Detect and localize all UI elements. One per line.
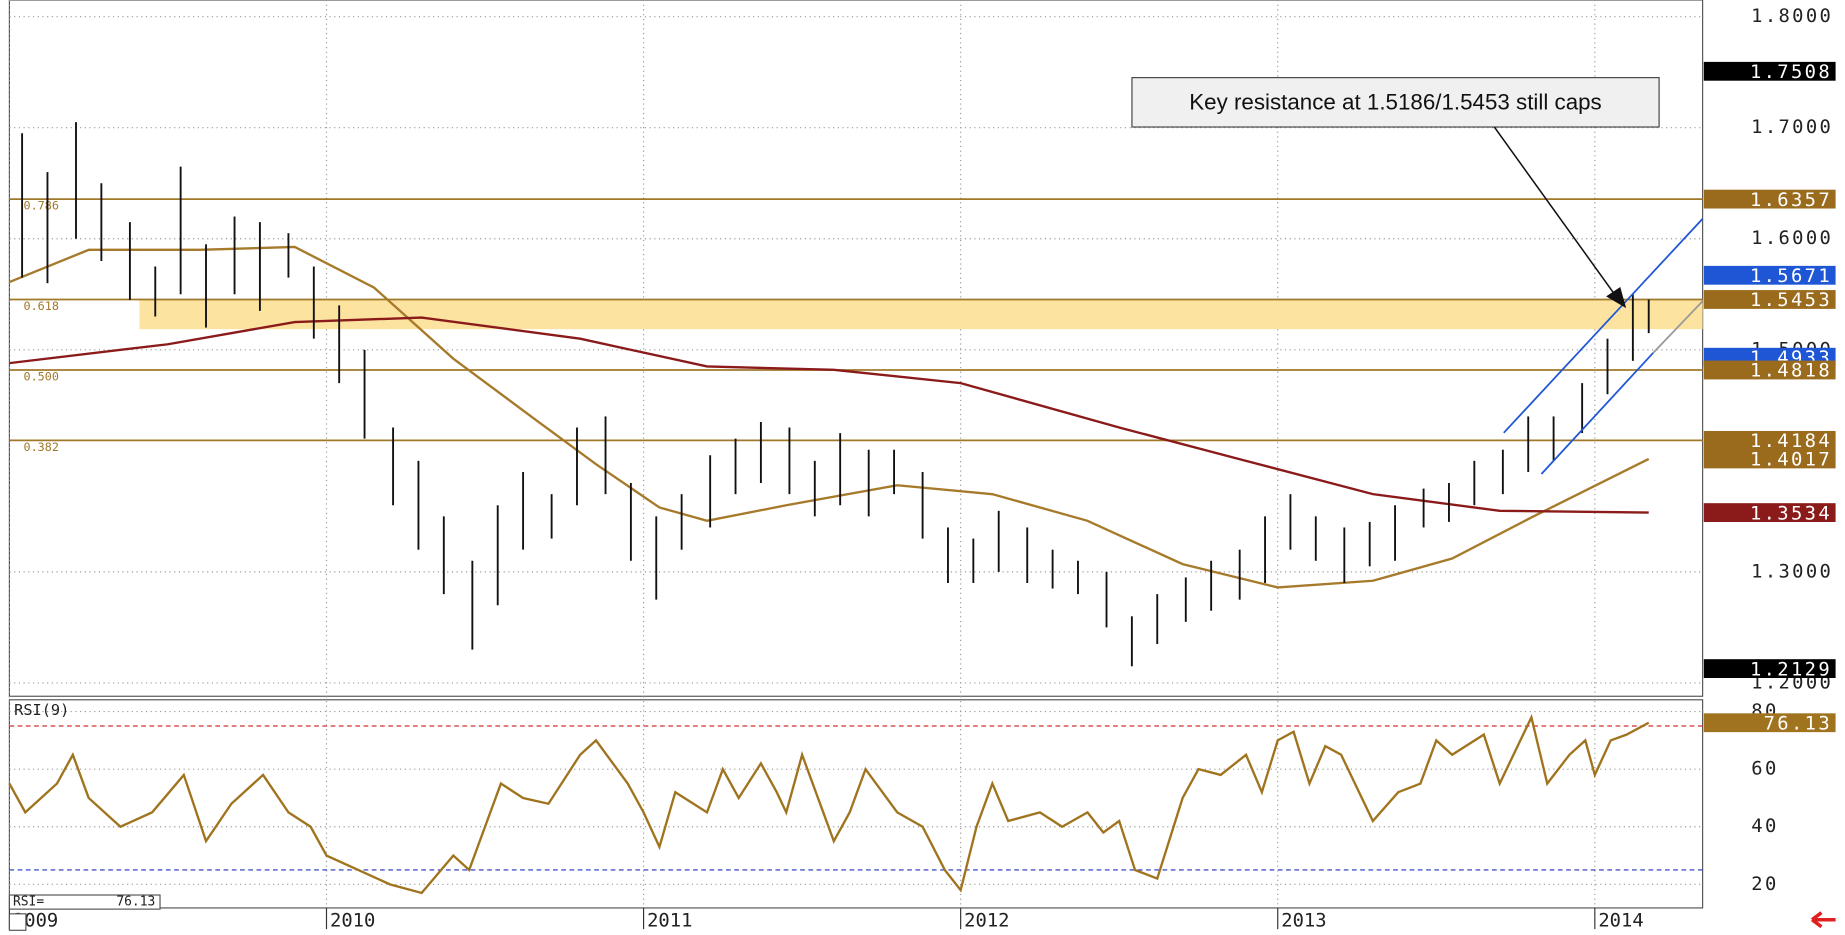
- x-tick-label: 2014: [1598, 910, 1643, 931]
- y-tick-label: 1.6000: [1751, 228, 1833, 249]
- corner-box: [8, 913, 27, 931]
- fib-label: 0.786: [24, 199, 59, 213]
- y-tick-label: 1.8000: [1751, 6, 1833, 27]
- rsi-tag-label: 76.13: [1764, 713, 1832, 734]
- rsi-line: [8, 713, 1650, 895]
- scroll-arrow[interactable]: [1810, 911, 1836, 929]
- price-tag: [1703, 360, 1836, 380]
- price-tag-label: 1.4017: [1750, 450, 1832, 471]
- price-tag-label: 1.4818: [1750, 361, 1832, 382]
- x-tick-label: 2012: [964, 910, 1009, 931]
- y-tick-label: 20: [1751, 874, 1778, 895]
- price-tag: [1703, 449, 1836, 469]
- price-tag-label: 1.4184: [1750, 431, 1832, 452]
- x-tick-label: 2013: [1281, 910, 1326, 931]
- annotation-box: [1131, 77, 1660, 128]
- rsi-title: RSI(9): [14, 701, 69, 719]
- rsi-frame: [8, 699, 1704, 909]
- channel-lower: [1540, 352, 1654, 475]
- y-tick-label: 60: [1751, 759, 1778, 780]
- channel-upper: [1503, 218, 1704, 434]
- price-tag: [1703, 659, 1836, 679]
- price-tag: [1703, 290, 1836, 309]
- rsi-tag: [1703, 713, 1836, 733]
- rsi-readout-box: [8, 894, 161, 910]
- annotation: Key resistance at 1.5186/1.5453 still ca…: [1189, 89, 1601, 114]
- rsi-readout-label: RSI=: [13, 895, 44, 910]
- resistance-zone: [139, 299, 1703, 330]
- arrow-head: [1606, 286, 1627, 309]
- price-tag: [1703, 189, 1836, 209]
- y-tick-label: 1.3000: [1751, 561, 1833, 582]
- price-tag: [1703, 430, 1836, 450]
- fib-label: 0.382: [24, 440, 59, 454]
- price-tag: [1703, 503, 1836, 522]
- rsi-readout-value: 76.13: [116, 895, 155, 910]
- x-tick-label: 2010: [330, 910, 375, 931]
- price-tag-label: 1.7508: [1750, 62, 1832, 83]
- price-tag-label: 1.2129: [1750, 659, 1832, 680]
- price-tag-label: 1.3534: [1750, 503, 1832, 524]
- price-tag-label: 1.5671: [1750, 266, 1832, 287]
- price-tag-label: 1.5453: [1750, 290, 1832, 311]
- fib-label: 0.500: [24, 370, 59, 384]
- price-tag: [1703, 265, 1836, 285]
- annotation-arrow: [1493, 126, 1615, 295]
- moving-average: [9, 316, 1649, 514]
- channel-extension: [1652, 300, 1704, 354]
- price-tag: [1703, 61, 1836, 81]
- moving-average: [8, 245, 1650, 589]
- y-tick-label: 1.7000: [1751, 117, 1833, 138]
- y-tick-label: 40: [1751, 816, 1778, 837]
- x-tick-label: 2011: [647, 910, 692, 931]
- fib-label: 0.618: [24, 299, 59, 313]
- price-tag-label: 1.6357: [1750, 190, 1832, 211]
